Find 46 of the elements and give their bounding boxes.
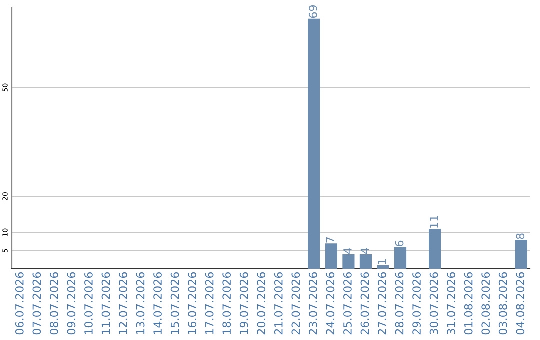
x-tick-label: 12.07.2026 — [119, 272, 128, 334]
data-label: 6 — [395, 240, 404, 246]
x-tick-label: 07.07.2026 — [32, 272, 42, 335]
x-tick-label: 25.07.2026 — [344, 272, 352, 335]
x-tick-label: 06.07.2026 — [15, 272, 24, 335]
x-tick-label: 27.07.2026 — [378, 272, 386, 335]
x-tick-label: 10.07.2026 — [84, 272, 93, 334]
bar — [360, 254, 372, 269]
x-tick-label: 22.07.2026 — [292, 272, 300, 335]
x-tick-label: 19.07.2026 — [240, 272, 248, 334]
x-tick-label: 08.07.2026 — [50, 272, 58, 335]
x-tick-label: 15.07.2026 — [170, 272, 180, 334]
x-tick-label: 20.07.2026 — [257, 272, 266, 335]
x-tick-label: 28.07.2026 — [395, 272, 404, 335]
x-tick-label: 31.07.2026 — [447, 272, 456, 335]
x-tick-label: 09.07.2026 — [67, 272, 76, 335]
data-label: 8 — [516, 234, 525, 240]
x-tick-label: 13.07.2026 — [136, 272, 145, 334]
x-tick-label: 23.07.2026 — [308, 272, 318, 335]
bar — [325, 244, 338, 269]
bar — [308, 18, 320, 269]
x-tick-label: 02.08.2026 — [482, 272, 490, 335]
data-label: 4 — [344, 248, 352, 254]
data-label: 4 — [360, 248, 370, 254]
data-label: 7 — [326, 238, 334, 243]
data-label: 1 — [378, 259, 386, 264]
x-tick-label: 03.08.2026 — [498, 272, 508, 335]
x-tick-label: 04.08.2026 — [516, 272, 525, 335]
data-label: 11 — [430, 216, 438, 228]
x-tick-label: 14.07.2026 — [154, 272, 162, 334]
bar — [377, 265, 390, 269]
x-tick-label: 16.07.2026 — [188, 272, 197, 334]
x-tick-label: 30.07.2026 — [430, 272, 438, 335]
bar — [515, 240, 528, 269]
bar — [428, 229, 442, 269]
bar — [342, 254, 355, 269]
x-tick-label: 18.07.2026 — [222, 272, 232, 334]
bar — [394, 247, 407, 269]
data-label: 69 — [308, 6, 318, 18]
x-tick-label: 21.07.2026 — [274, 272, 283, 335]
x-tick-label: 29.07.2026 — [412, 272, 421, 335]
x-tick-label: 11.07.2026 — [102, 272, 110, 334]
x-tick-label: 17.07.2026 — [205, 272, 214, 334]
x-tick-label: 01.08.2026 — [464, 272, 473, 335]
x-tick-label: 24.07.2026 — [326, 272, 335, 335]
x-tick-label: 26.07.2026 — [360, 272, 370, 335]
